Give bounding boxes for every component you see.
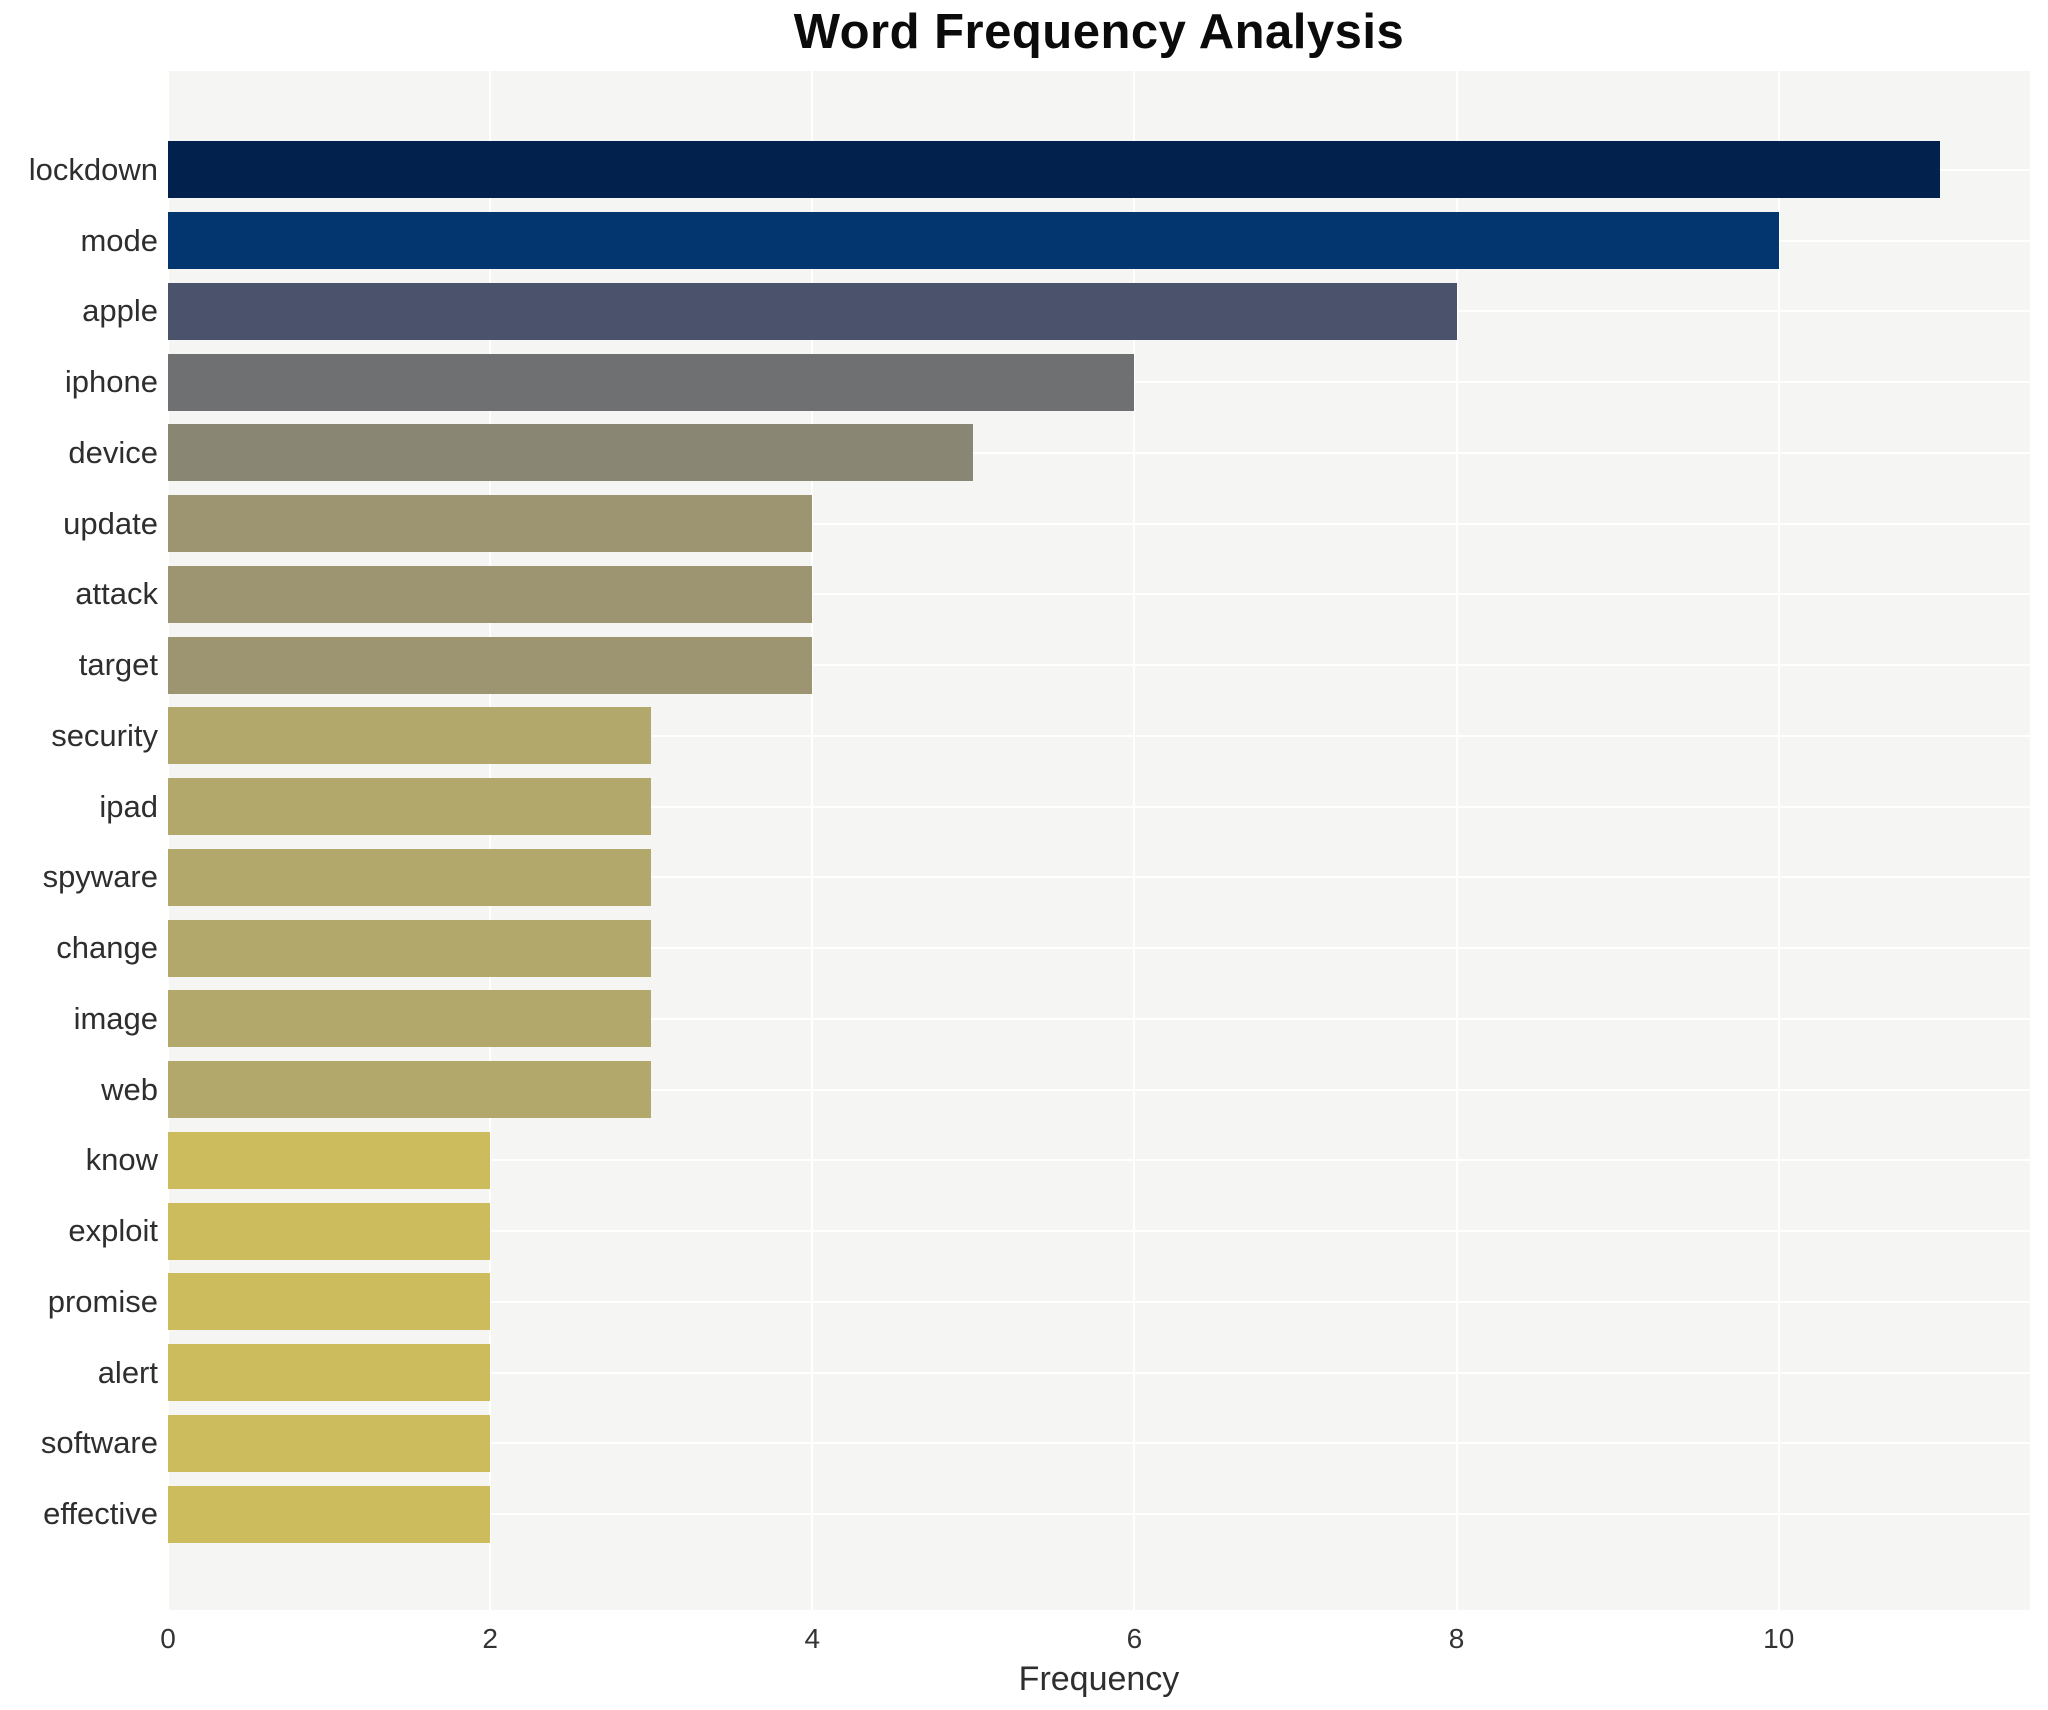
y-tick-label: web — [101, 1071, 158, 1107]
gridline-horizontal — [168, 1230, 2030, 1233]
gridline-vertical — [489, 71, 492, 1610]
bar-ipad — [168, 778, 652, 836]
gridline-vertical — [1777, 71, 1780, 1610]
y-tick-label: software — [40, 1425, 158, 1461]
y-tick-label: attack — [75, 576, 158, 612]
bar-device — [168, 424, 974, 482]
bar-web — [168, 1061, 652, 1119]
y-tick-label: device — [68, 434, 158, 470]
gridline-horizontal — [168, 1159, 2030, 1162]
y-tick-label: exploit — [68, 1213, 158, 1249]
y-tick-label: image — [73, 1000, 158, 1036]
y-tick-label: change — [56, 930, 158, 966]
bar-promise — [168, 1273, 491, 1331]
gridline-horizontal — [168, 593, 2030, 596]
gridline-vertical — [1455, 71, 1458, 1610]
gridline-horizontal — [168, 451, 2030, 454]
y-tick-label: target — [78, 647, 158, 683]
x-tick-label: 2 — [482, 1623, 498, 1654]
gridline-horizontal — [168, 1300, 2030, 1303]
bar-update — [168, 495, 813, 553]
y-tick-label: mode — [80, 222, 158, 258]
bar-image — [168, 990, 652, 1048]
x-axis-label: Frequency — [1018, 1660, 1180, 1698]
bar-know — [168, 1131, 491, 1189]
gridline-horizontal — [168, 664, 2030, 667]
bar-target — [168, 636, 813, 694]
gridline-horizontal — [168, 522, 2030, 525]
bar-change — [168, 919, 652, 977]
bar-apple — [168, 282, 1457, 340]
y-tick-label: effective — [43, 1496, 158, 1532]
y-tick-label: spyware — [42, 859, 158, 895]
gridline-horizontal — [168, 1513, 2030, 1516]
x-tick-label: 6 — [1126, 1623, 1143, 1654]
plot-area — [168, 71, 2030, 1610]
gridline-horizontal — [168, 1371, 2030, 1374]
x-tick-label: 8 — [1448, 1623, 1465, 1654]
gridline-vertical — [168, 71, 169, 1610]
bar-software — [168, 1414, 491, 1472]
y-tick-label: apple — [82, 293, 158, 329]
bar-lockdown — [168, 141, 1940, 199]
y-tick-label: iphone — [64, 364, 158, 400]
bar-mode — [168, 212, 1779, 270]
bar-exploit — [168, 1202, 491, 1260]
gridline-horizontal — [168, 1017, 2030, 1020]
bar-iphone — [168, 353, 1135, 411]
gridline-horizontal — [168, 876, 2030, 879]
gridline-vertical — [811, 71, 814, 1610]
y-tick-label: promise — [47, 1283, 158, 1319]
x-tick-label: 0 — [160, 1623, 176, 1654]
gridline-horizontal — [168, 1442, 2030, 1445]
gridline-horizontal — [168, 805, 2030, 808]
gridline-horizontal — [168, 947, 2030, 950]
gridline-vertical — [1133, 71, 1136, 1610]
y-tick-label: know — [85, 1142, 158, 1178]
gridline-horizontal — [168, 1088, 2030, 1091]
bar-security — [168, 707, 652, 765]
y-tick-label: ipad — [99, 788, 158, 824]
y-tick-label: alert — [97, 1354, 158, 1390]
chart-title: Word Frequency Analysis — [793, 5, 1405, 59]
gridline-horizontal — [168, 734, 2030, 737]
x-tick-label: 4 — [804, 1623, 821, 1654]
y-tick-label: security — [51, 717, 158, 753]
bar-attack — [168, 565, 813, 623]
bar-spyware — [168, 848, 652, 906]
bar-alert — [168, 1344, 491, 1402]
x-tick-label: 10 — [1763, 1623, 1795, 1654]
y-tick-label: lockdown — [28, 151, 158, 187]
y-tick-label: update — [63, 505, 158, 541]
bar-effective — [168, 1485, 491, 1543]
